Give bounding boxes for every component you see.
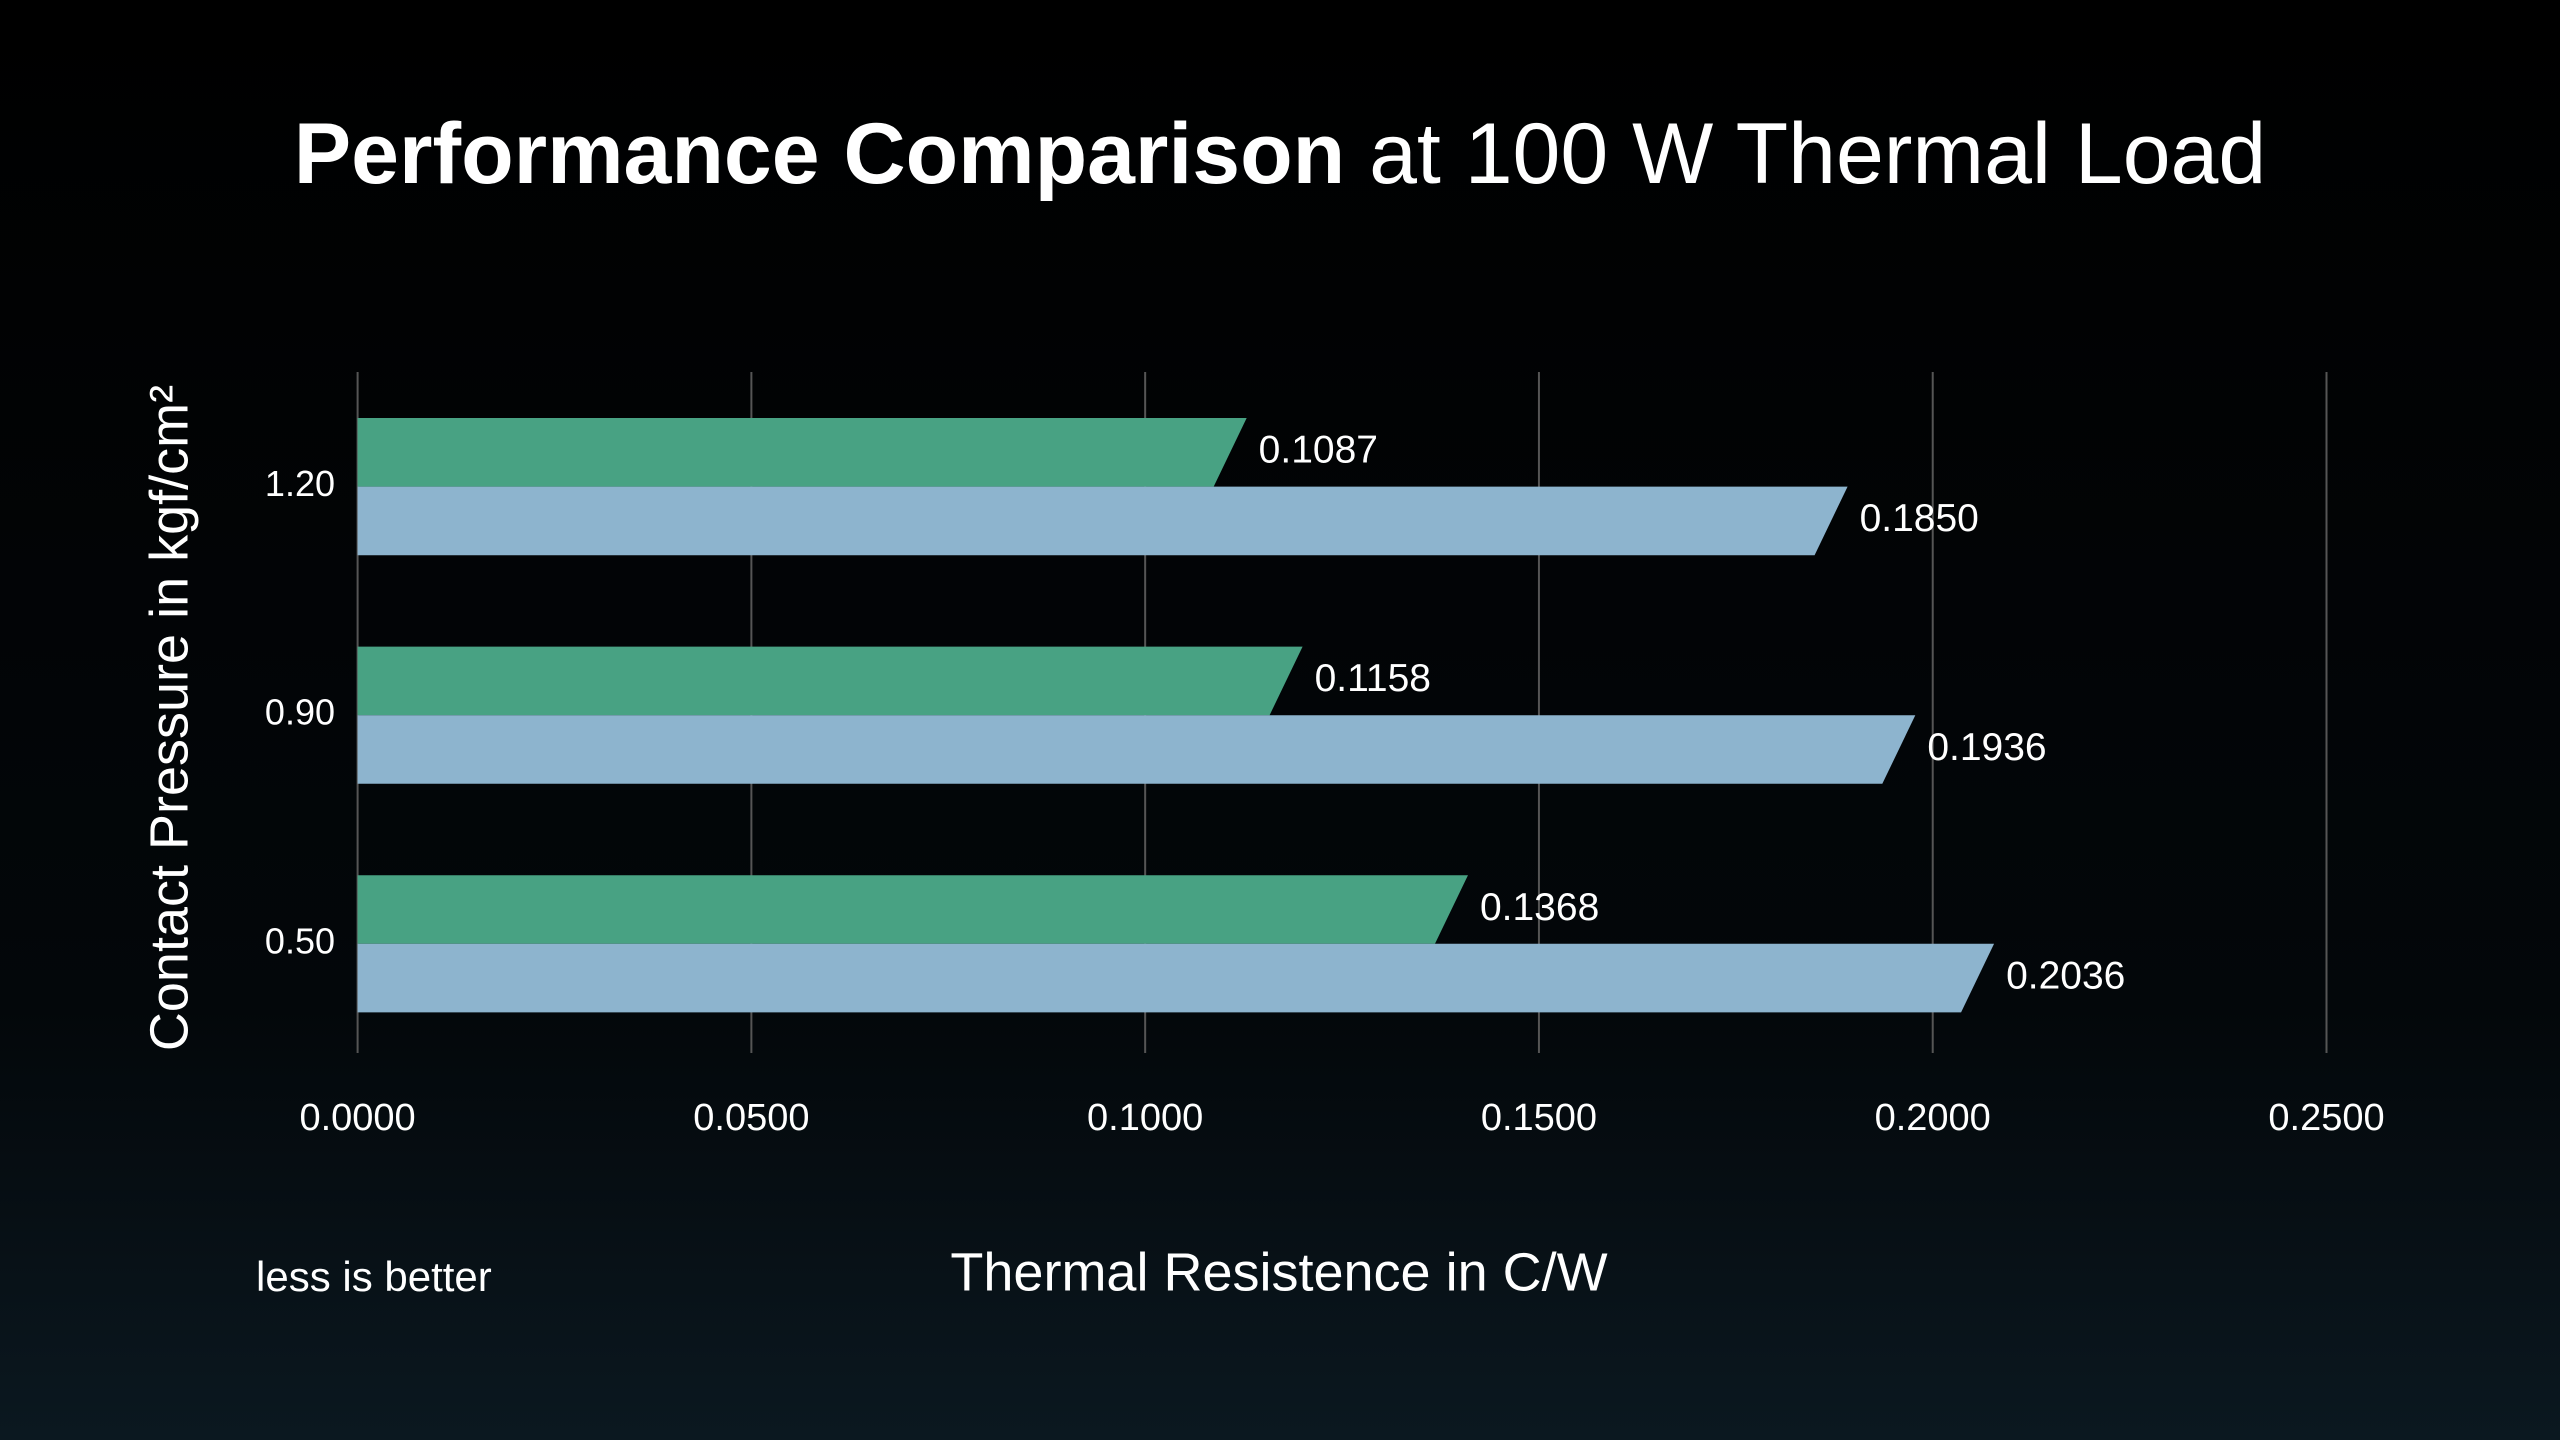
value-label: 0.1158 bbox=[1315, 657, 1431, 700]
y-tick-label: 1.20 bbox=[265, 463, 335, 504]
value-label: 0.1936 bbox=[1927, 726, 2046, 769]
note: less is better bbox=[256, 1253, 492, 1300]
title-rest: at 100 W Thermal Load bbox=[1369, 106, 2266, 202]
x-tick-label: 0.0000 bbox=[299, 1097, 415, 1139]
x-axis-title: Thermal Resistence in C/W bbox=[950, 1242, 1607, 1302]
bar bbox=[357, 943, 1995, 1013]
x-tick-label: 0.1000 bbox=[1087, 1097, 1203, 1139]
y-tick-label: 0.90 bbox=[265, 692, 335, 733]
value-label: 0.2036 bbox=[2006, 954, 2125, 997]
bar bbox=[357, 418, 1247, 487]
bar bbox=[357, 875, 1468, 944]
x-tick-label: 0.0500 bbox=[693, 1097, 809, 1139]
y-axis-title: Contact Pressure in kgf/cm² bbox=[139, 385, 199, 1051]
value-label: 0.1368 bbox=[1480, 886, 1599, 929]
value-label: 0.1087 bbox=[1259, 429, 1378, 472]
bar bbox=[357, 715, 1916, 784]
y-tick-label: 0.50 bbox=[265, 920, 335, 961]
value-label: 0.1850 bbox=[1860, 497, 1979, 540]
x-tick-label: 0.2500 bbox=[2268, 1097, 2384, 1139]
bar bbox=[357, 486, 1848, 556]
chart-title: Performance Comparison at 100 W Thermal … bbox=[294, 106, 2266, 202]
x-tick-label: 0.1500 bbox=[1481, 1097, 1597, 1139]
x-tick-label: 0.2000 bbox=[1875, 1097, 1991, 1139]
title-bold: Performance Comparison bbox=[294, 106, 1345, 202]
bar bbox=[357, 646, 1303, 716]
